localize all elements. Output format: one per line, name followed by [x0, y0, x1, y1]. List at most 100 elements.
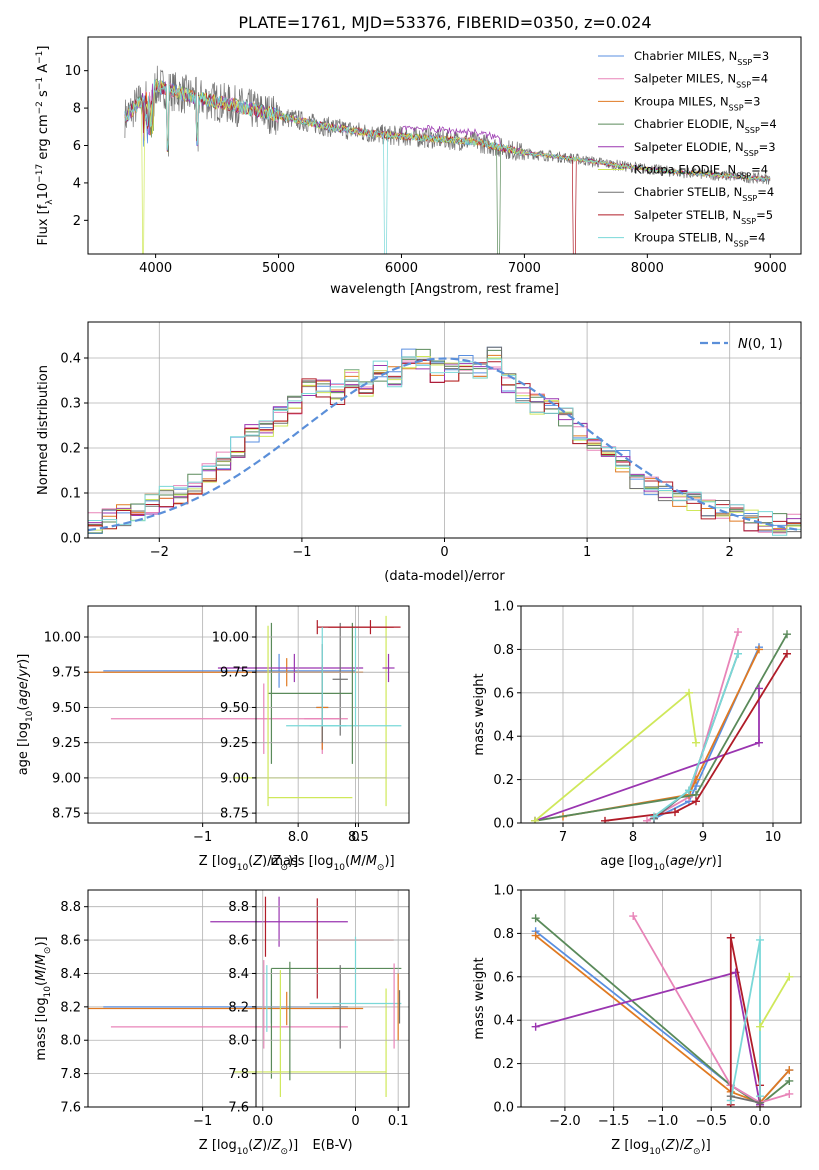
y-tick-label: 8.2	[228, 1000, 249, 1015]
y-tick-label: 0.4	[493, 1014, 514, 1029]
weight-line-chabrier_elodie	[534, 633, 788, 822]
y-tick-label: 0.3	[60, 397, 81, 412]
weight-marker	[755, 645, 763, 654]
y-tick-label: 9.25	[220, 736, 249, 751]
x-tick-label: −1.0	[647, 1114, 679, 1129]
y-tick-label: 8.6	[60, 934, 81, 949]
plot-area	[124, 65, 771, 254]
y-axis-label: age [log10(age/yr)]	[16, 654, 35, 776]
x-axis-label: mass [log10(M/M⊙)]	[270, 854, 394, 873]
y-axis-label: Normed distribution	[36, 365, 51, 495]
plot-area	[88, 346, 801, 538]
legend-label: Kroupa STELIB, NSSP=4	[634, 231, 765, 249]
x-tick-label: 4000	[139, 261, 172, 276]
legend-label: Chabrier ELODIE, NSSP=4	[634, 117, 777, 135]
y-tick-label: 7.8	[60, 1067, 81, 1082]
x-tick-label: 10	[765, 830, 782, 845]
plot-area	[267, 620, 401, 807]
y-tick-label: 0.2	[60, 442, 81, 457]
weight-marker	[785, 1089, 794, 1098]
y-tick-label: 8.75	[220, 807, 249, 822]
y-tick-label: 1.0	[493, 600, 514, 615]
axes-frame	[520, 605, 802, 824]
y-tick-label: 9.75	[220, 666, 249, 681]
x-tick-label: 7	[559, 830, 567, 845]
weight-marker	[783, 630, 791, 639]
axes-weight_vs_z: −2.0 −1.5 −1.0 −0.5 0.0 0.0 0.2 0.4 0.6 0.8 1.0 mas…	[472, 884, 802, 1157]
weight-line-kroupa_elodie	[534, 691, 697, 822]
y-tick-label: 0.1	[60, 487, 81, 502]
y-tick-label: 9.00	[52, 771, 81, 786]
y-tick-label: 0.4	[60, 352, 81, 367]
weight-line-kroupa_miles	[562, 649, 760, 818]
x-tick-label: 6000	[385, 261, 418, 276]
y-tick-label: 8	[73, 102, 81, 117]
weight-line-salpeter_stelib	[604, 653, 788, 822]
x-tick-label: 0.1	[388, 1114, 409, 1129]
x-tick-label: −2.0	[549, 1114, 581, 1129]
y-tick-label: 0.8	[493, 643, 514, 658]
y-tick-label: 0.0	[493, 1101, 514, 1116]
y-tick-label: 0.2	[493, 1057, 514, 1072]
weight-marker	[629, 912, 638, 921]
plot-area	[531, 628, 791, 823]
axes-weight_vs_age: 7 8 9 10 0.0 0.2 0.4 0.6 0.8 1.0 mass weight age [l…	[472, 600, 802, 873]
weight-marker	[783, 649, 791, 658]
legend-label: N(0, 1)	[738, 337, 783, 352]
weight-marker	[650, 812, 658, 821]
y-tick-label: 9.00	[220, 771, 249, 786]
y-tick-label: 8.6	[228, 934, 249, 949]
histogram-kroupa_stelib	[88, 356, 801, 538]
x-tick-label: 0	[351, 830, 359, 845]
weight-marker	[643, 816, 651, 823]
y-axis-label: mass weight	[472, 673, 487, 755]
weight-marker	[755, 738, 763, 747]
spectrum-line-salpeter_elodie	[124, 81, 771, 181]
weight-marker	[601, 816, 609, 823]
x-tick-label: 8	[629, 830, 637, 845]
y-tick-label: 8.4	[228, 967, 249, 982]
weight-marker	[692, 738, 700, 747]
y-tick-label: 8.0	[228, 1034, 249, 1049]
x-axis-label: Z [log10(Z)/Z⊙)]	[199, 1138, 298, 1157]
weight-line-kroupa_elodie	[759, 976, 791, 1028]
axes-frame	[520, 889, 802, 1108]
y-tick-label: 2	[73, 214, 81, 229]
x-tick-label: 2	[726, 545, 734, 560]
spectrum-line-salpeter_stelib	[124, 80, 771, 254]
y-tick-label: 0.0	[60, 532, 81, 547]
legend-label: Salpeter MILES, NSSP=4	[634, 72, 768, 90]
y-tick-label: 8.0	[60, 1034, 81, 1049]
y-axis-label: mass weight	[472, 957, 487, 1039]
weight-marker	[726, 933, 735, 942]
x-tick-label: 8.0	[288, 830, 309, 845]
x-axis-label: E(B-V)	[312, 1138, 352, 1153]
weight-marker	[756, 1098, 765, 1107]
axes-frame	[255, 605, 410, 824]
y-tick-label: 0.4	[493, 730, 514, 745]
x-tick-label: 9	[699, 830, 707, 845]
x-axis-label: Z [log10(Z)/Z⊙)]	[611, 1138, 710, 1157]
weight-marker	[531, 914, 540, 923]
axes-mass_vs_z: −1 0 7.6 7.8 8.0 8.2 8.4 8.6 8.8 Z [log10(Z)/Z⊙)]…	[34, 889, 410, 1157]
y-tick-label: 0.0	[493, 817, 514, 832]
weight-marker	[785, 972, 794, 981]
y-tick-label: 0.2	[493, 773, 514, 788]
x-tick-label: 8000	[631, 261, 664, 276]
weight-marker	[734, 628, 742, 637]
weight-line-kroupa_miles	[535, 934, 790, 1104]
axes-residuals: −2 −1 0 1 2 0.0 0.1 0.2 0.3 0.4 (data-model)/error…	[36, 321, 802, 584]
y-tick-label: 9.50	[220, 701, 249, 716]
plot-area	[531, 912, 794, 1107]
x-tick-label: 7000	[508, 261, 541, 276]
spectrum-line-kroupa_stelib	[124, 79, 771, 254]
y-tick-label: 8.8	[228, 900, 249, 915]
y-tick-label: 4	[73, 176, 81, 191]
legend-label: Kroupa MILES, NSSP=3	[634, 94, 760, 112]
y-tick-label: 9.25	[52, 736, 81, 751]
weight-marker	[531, 931, 540, 940]
weight-marker	[685, 688, 693, 697]
spectrum-line-chabrier_stelib	[124, 65, 771, 185]
legend-label: Chabrier MILES, NSSP=3	[634, 49, 769, 67]
